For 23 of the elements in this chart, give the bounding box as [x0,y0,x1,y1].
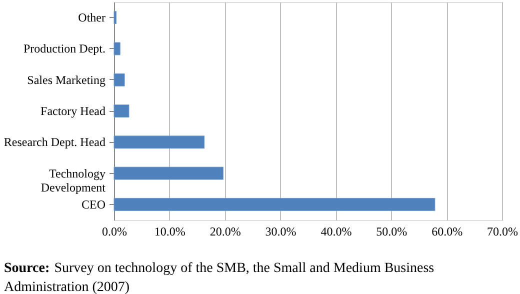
bar [114,198,436,211]
bar [114,104,130,118]
bar [114,166,224,180]
x-tick-label: 10.0% [154,224,186,238]
bar [114,136,205,149]
bar [114,42,120,56]
y-tick-label: Production Dept. [24,42,106,56]
x-tick-label: 30.0% [265,224,296,238]
y-tick-label: CEO [82,197,106,212]
bar [114,11,116,24]
y-tick-label: Technology Development [40,166,106,194]
x-tick-label: 70.0% [487,224,518,238]
x-tick-label: 60.0% [432,224,463,238]
x-tick-label: 20.0% [210,224,241,238]
y-tick-label: Other [78,10,106,25]
y-tick-label: Research Dept. Head [4,135,106,150]
x-tick-label: 50.0% [376,224,408,238]
source-note: Source: Survey on technology of the SMB, the Small and Medium Business Administration (2007) [4,261,434,294]
bar [114,73,125,86]
x-tick-label: 0.0% [102,224,127,238]
y-tick-label: Sales Marketing [27,72,106,87]
x-tick-label: 40.0% [320,224,352,238]
y-tick-label: Factory Head [40,104,106,118]
